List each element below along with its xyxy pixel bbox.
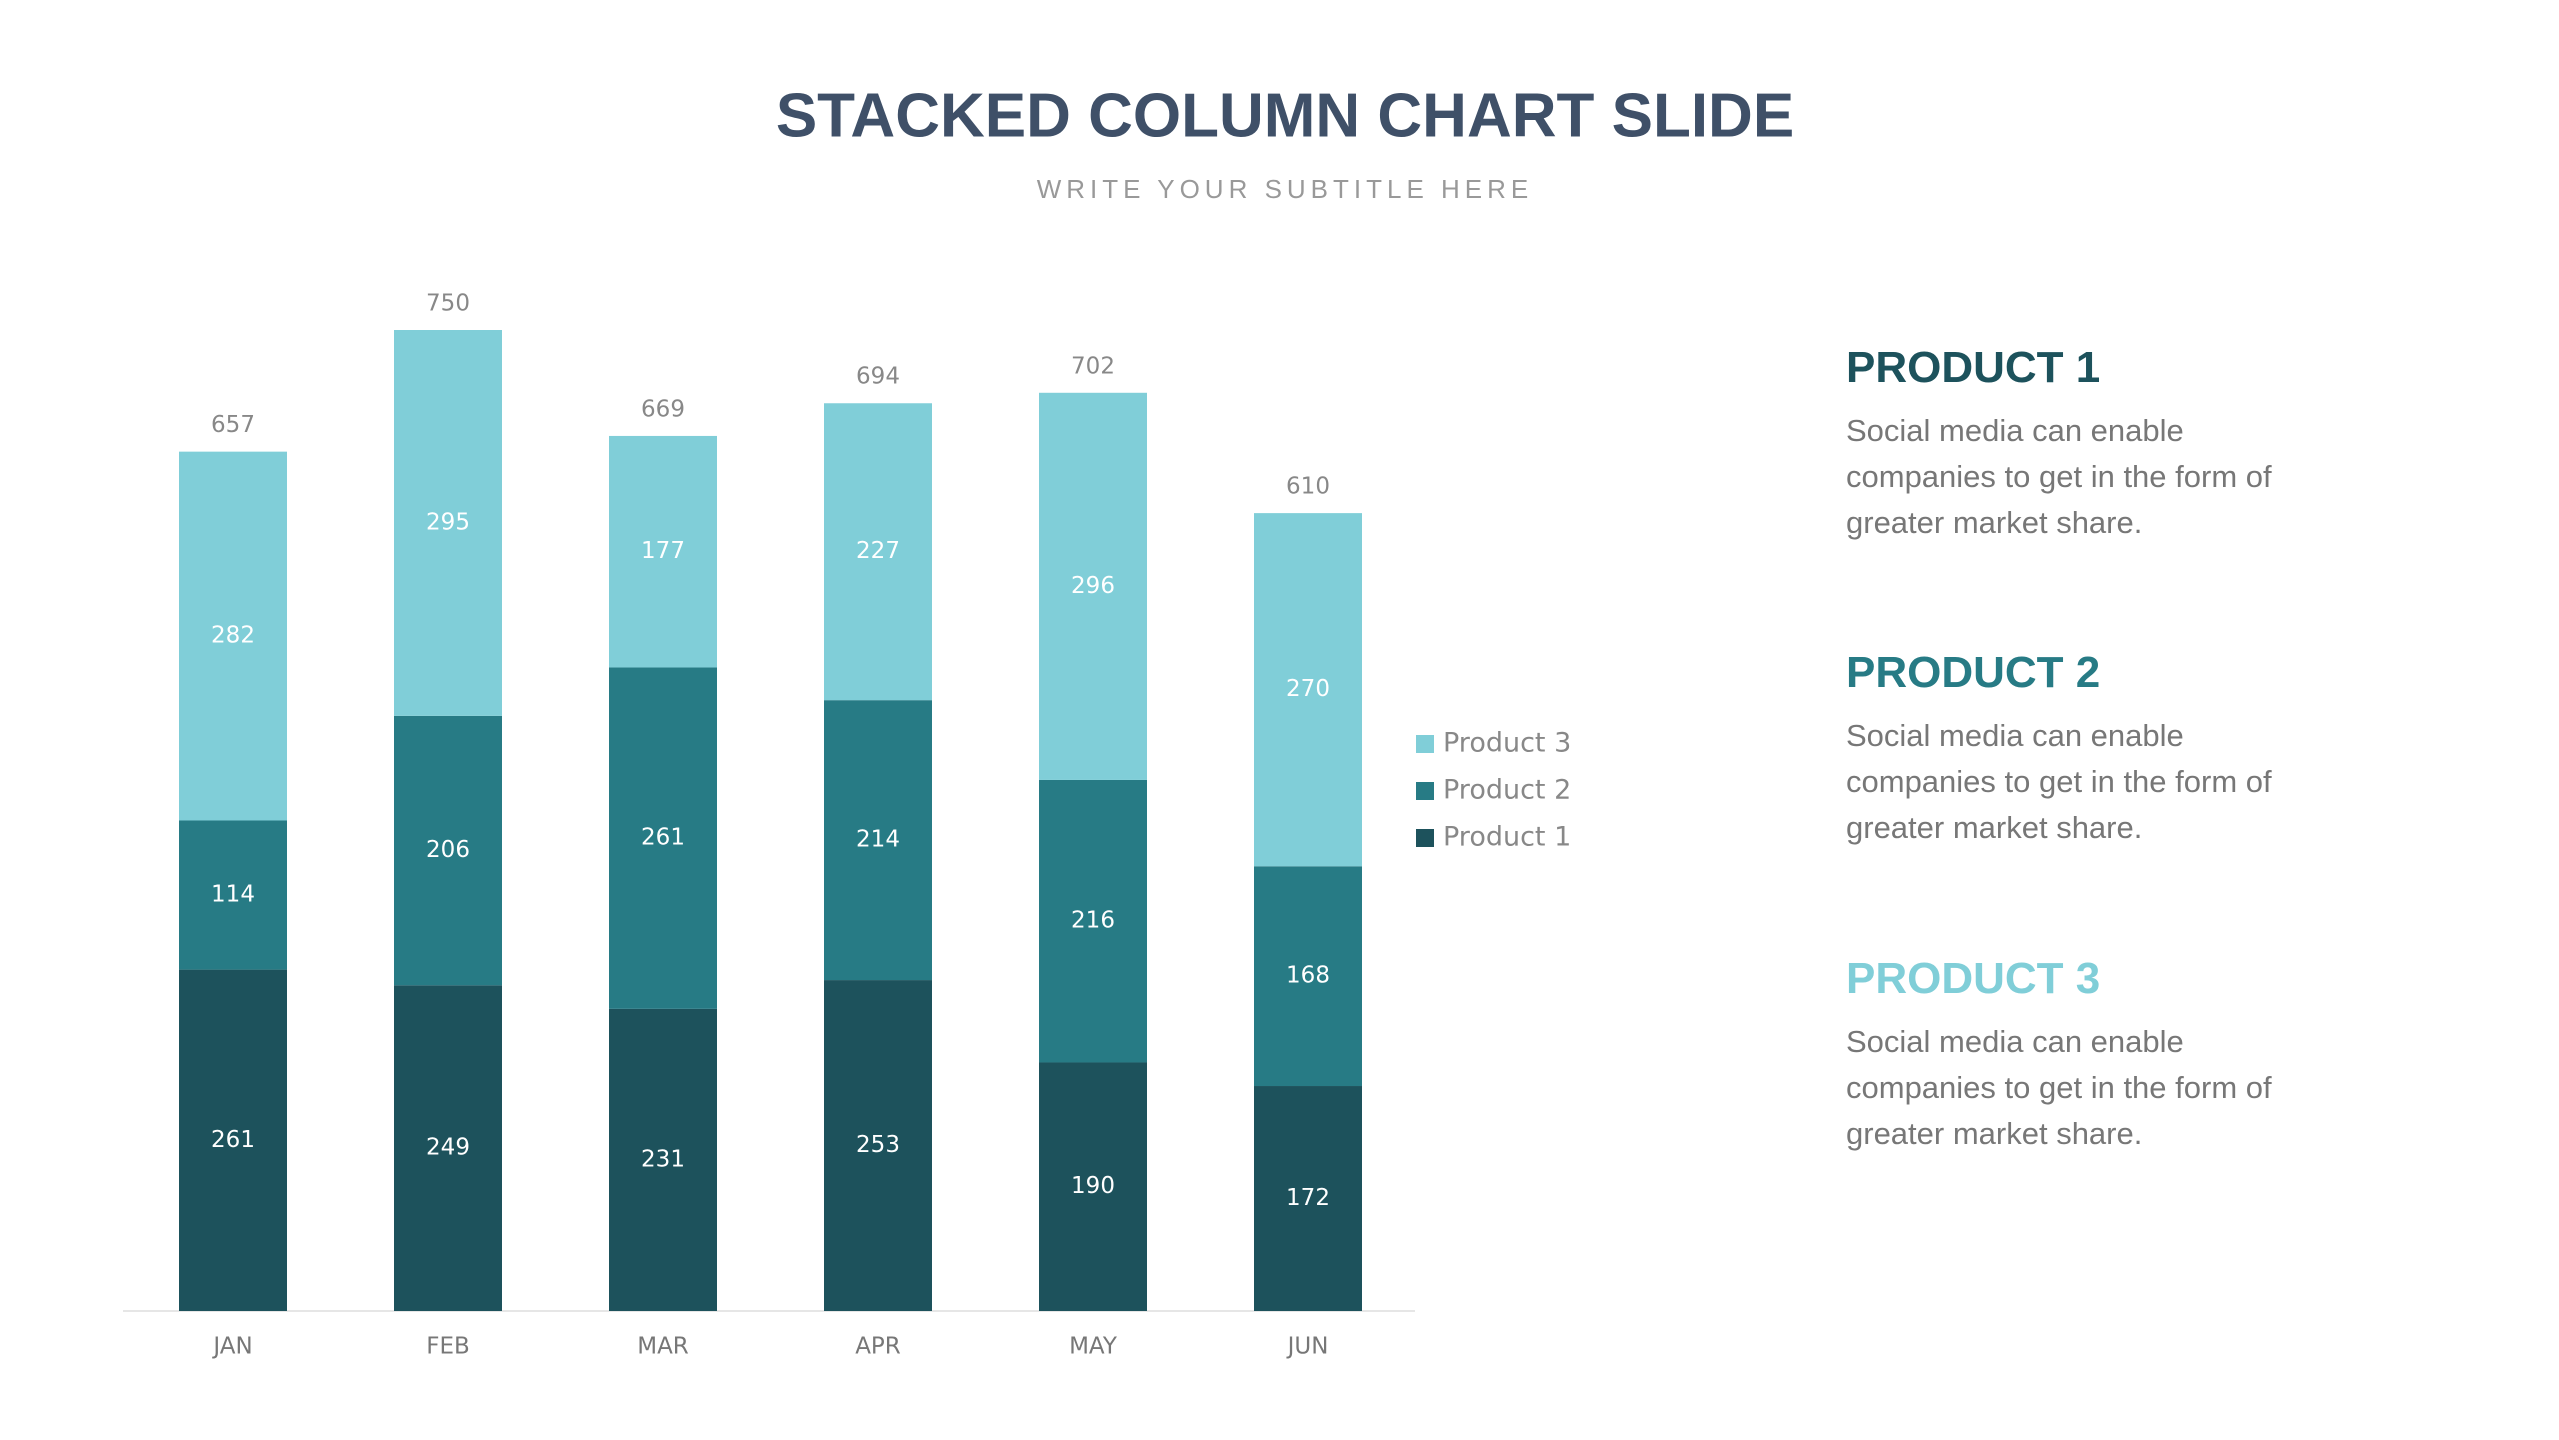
data-label: 206 <box>426 837 470 863</box>
total-label: 694 <box>856 364 900 390</box>
legend-label: Product 3 <box>1443 728 1571 759</box>
product-title: PRODUCT 1 <box>1846 343 2101 392</box>
bar-segment <box>1254 866 1362 1087</box>
legend-swatch <box>1416 782 1434 800</box>
total-label: 669 <box>641 396 685 422</box>
product-text: Social media can enable companies to get… <box>1846 1024 2272 1151</box>
data-label: 261 <box>641 825 685 851</box>
product-text: Social media can enable companies to get… <box>1846 413 2272 540</box>
data-label: 227 <box>856 538 900 564</box>
bar-segment <box>179 451 287 821</box>
product-block: PRODUCT 2 Social media can enable compan… <box>1846 647 2326 851</box>
total-label: 610 <box>1286 474 1330 500</box>
bar-segment <box>179 969 287 1311</box>
data-label: 295 <box>426 509 470 535</box>
chart-title: STACKED COLUMN CHART SLIDE <box>776 81 1794 150</box>
bar-segment <box>824 700 932 981</box>
data-label: 216 <box>1071 908 1115 934</box>
x-tick-label: MAR <box>637 1334 689 1360</box>
bar-segment <box>824 403 932 701</box>
bar-segment <box>824 980 932 1311</box>
total-label: 657 <box>211 412 255 438</box>
data-label: 177 <box>641 538 685 564</box>
data-label: 231 <box>641 1146 685 1172</box>
bar-segment <box>609 1008 717 1311</box>
data-label: 168 <box>1286 963 1330 989</box>
bar-segment <box>1254 513 1362 867</box>
bar-segment <box>609 667 717 1009</box>
data-label: 172 <box>1286 1185 1330 1211</box>
total-label: 702 <box>1071 353 1115 379</box>
legend-swatch <box>1416 735 1434 753</box>
data-label: 249 <box>426 1135 470 1161</box>
bar-segment <box>1254 1086 1362 1311</box>
x-tick-label: MAY <box>1069 1334 1118 1360</box>
product-block: PRODUCT 1 Social media can enable compan… <box>1846 342 2326 546</box>
x-tick-label: JUN <box>1286 1334 1329 1360</box>
data-label: 270 <box>1286 676 1330 702</box>
data-label: 261 <box>211 1127 255 1153</box>
data-label: 190 <box>1071 1173 1115 1199</box>
product-text: Social media can enable companies to get… <box>1846 718 2272 845</box>
legend-label: Product 1 <box>1443 822 1571 853</box>
total-label: 750 <box>426 291 470 317</box>
product-title: PRODUCT 3 <box>1846 954 2101 1003</box>
x-tick-label: APR <box>855 1334 901 1360</box>
chart-subtitle: WRITE YOUR SUBTITLE HERE <box>1037 174 1534 204</box>
legend-swatch <box>1416 829 1434 847</box>
bar-segment <box>179 820 287 970</box>
data-label: 296 <box>1071 573 1115 599</box>
x-tick-label: FEB <box>426 1334 470 1360</box>
bar-segment <box>609 435 717 668</box>
data-label: 114 <box>211 882 255 908</box>
product-title: PRODUCT 2 <box>1846 648 2101 697</box>
product-block: PRODUCT 3 Social media can enable compan… <box>1846 953 2326 1157</box>
bar-segment <box>394 715 502 986</box>
legend-label: Product 2 <box>1443 775 1571 806</box>
x-tick-label: JAN <box>211 1334 252 1360</box>
data-label: 282 <box>211 623 255 649</box>
bar-segment <box>1039 392 1147 780</box>
bar-segment <box>1039 1062 1147 1311</box>
data-label: 214 <box>856 827 900 853</box>
bar-segment <box>394 330 502 716</box>
bar-segment <box>1039 779 1147 1063</box>
data-label: 253 <box>856 1132 900 1158</box>
bar-segment <box>394 985 502 1311</box>
